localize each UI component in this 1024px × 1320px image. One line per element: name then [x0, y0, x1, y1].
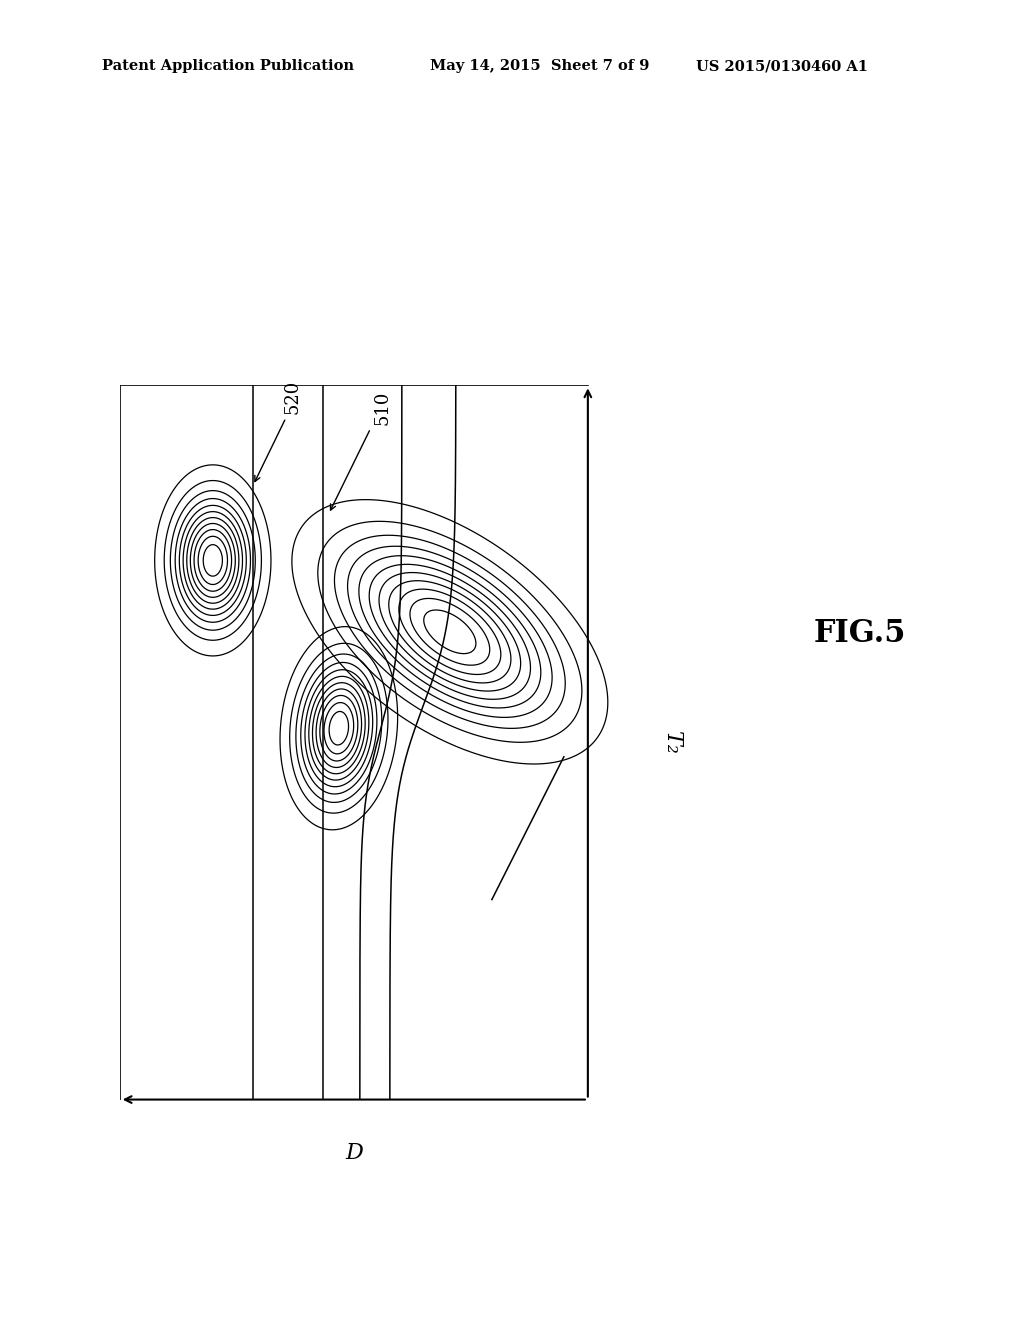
Text: FIG.5: FIG.5	[814, 618, 906, 649]
Text: 510: 510	[374, 391, 391, 425]
Text: May 14, 2015  Sheet 7 of 9: May 14, 2015 Sheet 7 of 9	[430, 59, 649, 74]
Text: 520: 520	[283, 380, 301, 414]
Text: D: D	[345, 1142, 362, 1164]
Text: US 2015/0130460 A1: US 2015/0130460 A1	[696, 59, 868, 74]
Text: T₂: T₂	[660, 731, 683, 754]
Text: Patent Application Publication: Patent Application Publication	[102, 59, 354, 74]
